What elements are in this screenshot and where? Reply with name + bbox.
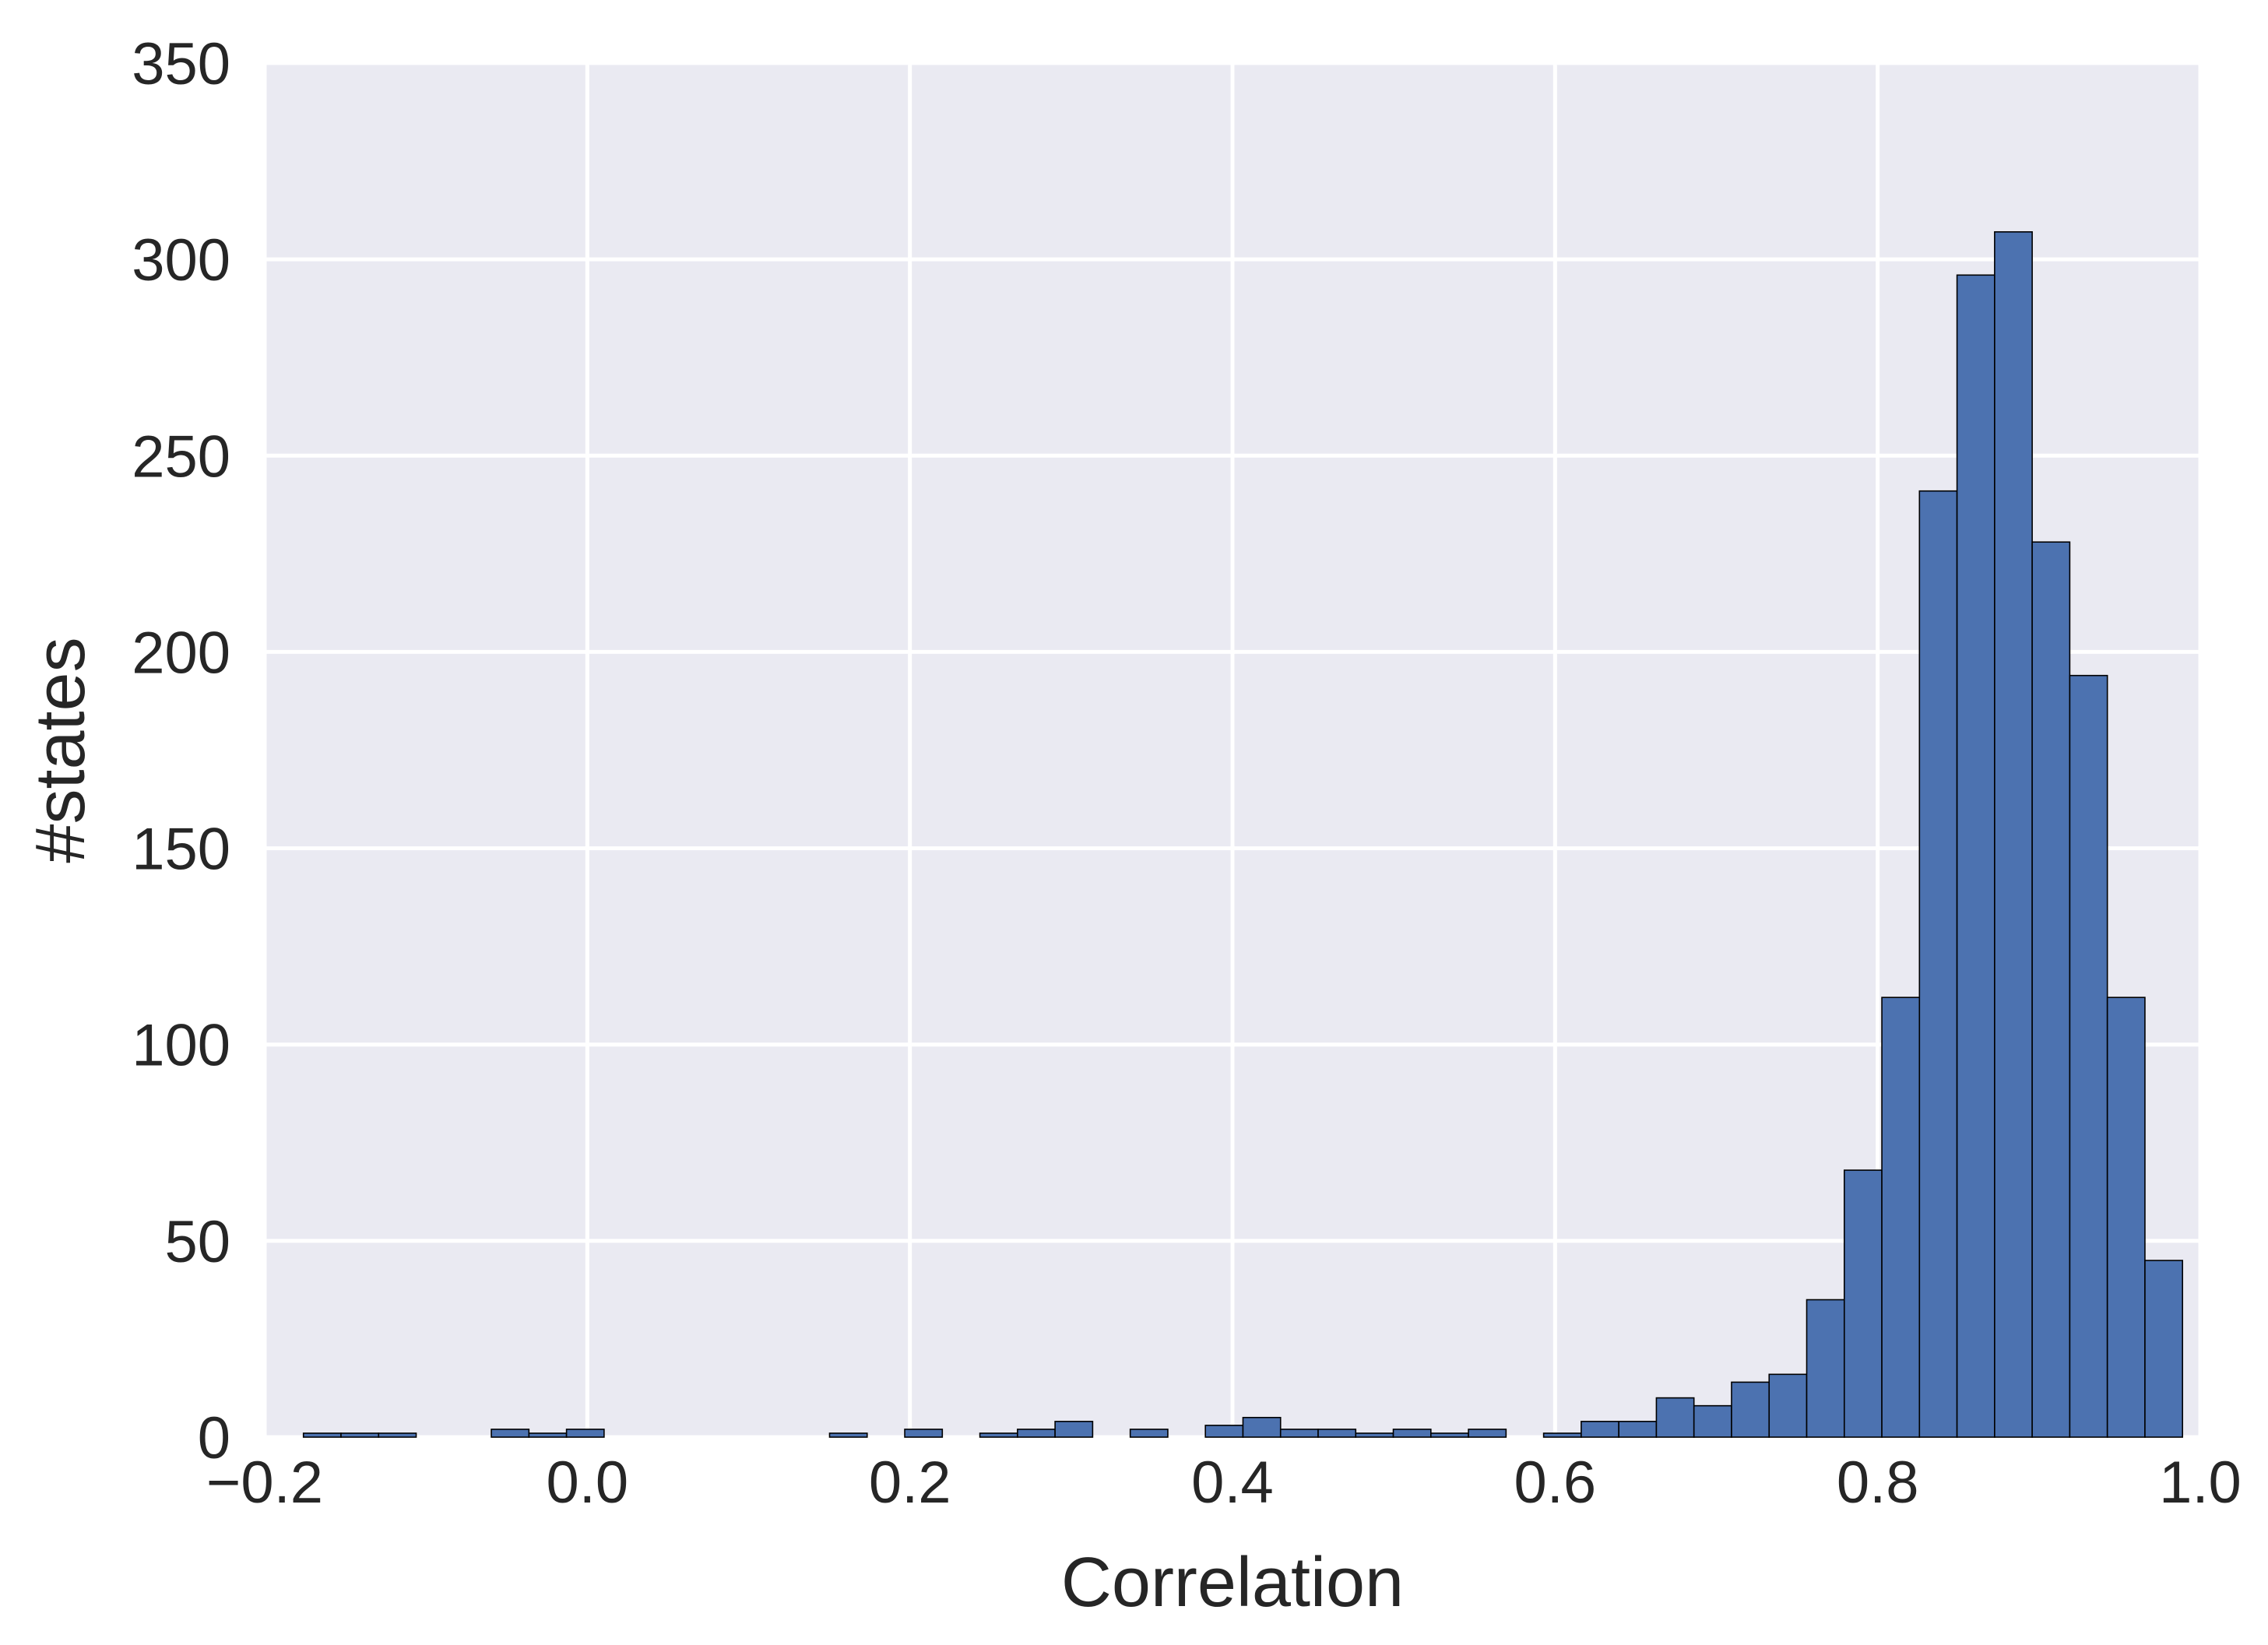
y-tick-label: 350 — [132, 31, 230, 97]
histogram-bar — [1430, 1432, 1469, 1438]
histogram-bar — [378, 1432, 417, 1438]
histogram-bar — [1054, 1421, 1094, 1438]
histogram-bar — [1017, 1429, 1056, 1438]
x-tick-labels: −0.2 0.0 0.2 0.4 0.6 0.8 1.0 — [206, 1450, 2242, 1516]
histogram-bar — [1392, 1429, 1432, 1438]
histogram-bar — [1731, 1381, 1770, 1438]
histogram-bar — [1918, 490, 1958, 1438]
histogram-bar — [1806, 1299, 1845, 1438]
x-axis-label: Correlation — [1061, 1544, 1404, 1622]
histogram-bar — [1618, 1421, 1658, 1438]
histogram-bar — [1843, 1169, 1883, 1438]
histogram-bar — [1355, 1432, 1394, 1438]
histogram-bar — [1204, 1425, 1244, 1438]
histogram-bars — [302, 231, 2184, 1438]
y-tick-label: 300 — [132, 227, 230, 293]
histogram-bar — [1279, 1429, 1319, 1438]
histogram-bar — [1693, 1404, 1732, 1438]
histogram-bar — [528, 1432, 568, 1438]
y-tick-label: 150 — [132, 817, 230, 883]
y-tick-label: 100 — [132, 1013, 230, 1079]
histogram-bar — [491, 1429, 530, 1438]
x-tick-label: 0.0 — [547, 1450, 629, 1516]
histogram-bar — [1242, 1416, 1282, 1438]
y-axis-label: #states — [22, 637, 100, 863]
x-tick-label: 0.6 — [1514, 1450, 1597, 1516]
y-tick-label: 0 — [198, 1405, 230, 1471]
histogram-bar — [1542, 1432, 1582, 1438]
histogram-bar — [1581, 1421, 1619, 1438]
y-tick-label: 250 — [132, 424, 230, 490]
histogram-bar — [2144, 1260, 2184, 1438]
histogram-bar — [1317, 1429, 1357, 1438]
histogram-bar — [1768, 1373, 1808, 1438]
y-tick-label: 50 — [164, 1209, 230, 1275]
histogram-bar — [2106, 996, 2146, 1438]
histogram-bar — [1468, 1429, 1507, 1438]
histogram-bar — [1881, 996, 1921, 1438]
histogram-bar — [1129, 1429, 1169, 1438]
x-tick-label: 0.8 — [1837, 1450, 1919, 1516]
histogram-bar — [565, 1429, 605, 1438]
histogram-bar — [2069, 674, 2108, 1438]
histogram-bar — [302, 1432, 342, 1438]
histogram-bar — [1956, 274, 1995, 1438]
x-tick-label: 0.4 — [1191, 1450, 1274, 1516]
y-tick-label: 200 — [132, 620, 230, 686]
histogram-bar — [1655, 1397, 1695, 1438]
histogram-bar — [979, 1432, 1018, 1438]
x-tick-label: −0.2 — [206, 1450, 323, 1516]
histogram-bar — [2031, 541, 2071, 1438]
histogram-bar — [828, 1432, 868, 1438]
x-tick-label: 1.0 — [2159, 1450, 2242, 1516]
histogram-bar — [1994, 231, 2033, 1438]
histogram-bar — [904, 1429, 944, 1438]
histogram-bar — [340, 1432, 380, 1438]
x-tick-label: 0.2 — [869, 1450, 951, 1516]
y-tick-labels: 0 50 100 150 200 250 300 350 — [132, 31, 230, 1471]
